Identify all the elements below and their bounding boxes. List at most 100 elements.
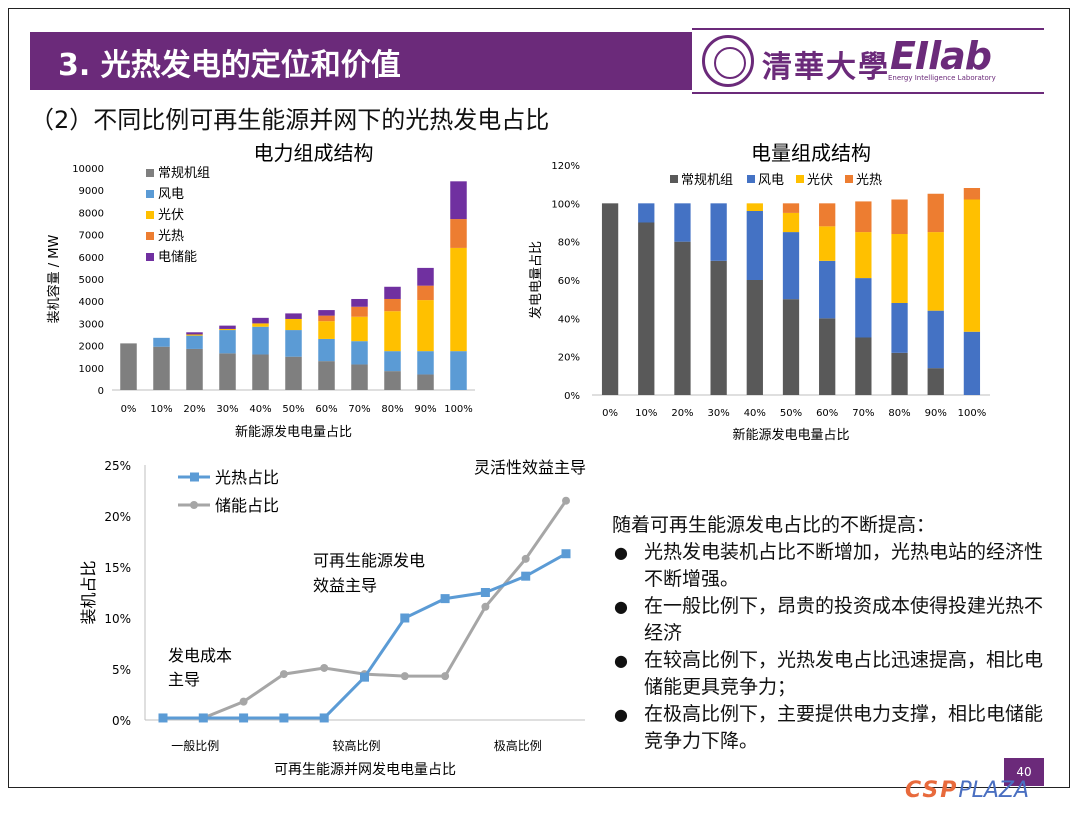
- bar-segment: [351, 306, 368, 317]
- bar-segment: [746, 280, 763, 395]
- legend-marker: [190, 472, 199, 482]
- bar-segment: [351, 341, 368, 365]
- y-tick-label: 2000: [79, 342, 104, 353]
- bar-segment: [318, 361, 335, 390]
- bar-segment: [927, 368, 944, 395]
- legend-label: 光热: [856, 173, 882, 188]
- y-axis-title: 装机容量 / MW: [46, 234, 62, 323]
- y-tick-label: 6000: [79, 253, 104, 264]
- university-logo: 清華大學: [762, 50, 890, 85]
- y-tick-label: 20%: [558, 353, 580, 364]
- title-bar: 3. 光热发电的定位和价值: [30, 32, 692, 90]
- data-point: [320, 663, 329, 672]
- x-tick-label: 90%: [925, 408, 947, 419]
- x-tick-label: 60%: [816, 408, 838, 419]
- x-tick-label: 20%: [183, 404, 205, 415]
- x-tick-label: 10%: [635, 408, 657, 419]
- annotation: 效益主导: [313, 576, 377, 595]
- bar-segment: [674, 203, 691, 242]
- bar-segment: [219, 325, 236, 329]
- data-point: [521, 554, 530, 563]
- y-tick-label: 7000: [79, 231, 104, 242]
- x-tick-label: 90%: [414, 404, 436, 415]
- legend-swatch: [146, 190, 154, 198]
- bar-segment: [186, 348, 203, 390]
- legend-swatch: [796, 175, 804, 183]
- bar-segment: [782, 212, 800, 233]
- bar-segment: [318, 310, 335, 316]
- bar-segment: [219, 328, 236, 331]
- y-tick-label: 60%: [558, 276, 580, 287]
- annotation: 主导: [168, 670, 200, 689]
- bar-segment: [927, 232, 944, 311]
- bar-segment: [318, 315, 335, 322]
- x-axis-title: 新能源发电电量占比: [732, 427, 849, 443]
- legend-label: 常规机组: [158, 166, 210, 181]
- bar-segment: [285, 330, 302, 357]
- y-tick-label: 120%: [551, 161, 580, 172]
- bar-segment: [927, 193, 944, 233]
- bar-segment: [450, 247, 467, 352]
- bullet-item: 光热发电装机占比不断增加，光热电站的经济性不断增强。: [612, 539, 1052, 593]
- slide-frame: [8, 8, 1070, 788]
- data-point: [400, 613, 410, 623]
- bar-segment: [601, 203, 619, 395]
- data-point: [279, 670, 288, 679]
- bar-segment: [782, 203, 800, 213]
- legend-marker: [190, 501, 198, 509]
- bar-segment: [450, 181, 467, 220]
- x-tick-label: 70%: [852, 408, 874, 419]
- bar-segment: [819, 226, 836, 261]
- bar-segment: [351, 364, 368, 390]
- bar-segment: [855, 337, 872, 395]
- bar-segment: [638, 222, 655, 395]
- y-axis-title: 发电电量占比: [528, 241, 544, 319]
- x-tick-label: 100%: [444, 404, 473, 415]
- x-tick-label: 0%: [121, 404, 137, 415]
- legend-swatch: [146, 169, 154, 177]
- legend-swatch: [146, 211, 154, 219]
- bar-segment: [219, 330, 236, 354]
- x-tick-label: 50%: [780, 408, 802, 419]
- x-tick-label: 70%: [348, 404, 370, 415]
- lab-logo-subtitle: Energy Intelligence Laboratory: [888, 74, 996, 82]
- y-tick-label: 0%: [564, 391, 580, 402]
- bar-segment: [384, 298, 401, 312]
- bar-segment: [252, 326, 269, 355]
- bar-segment: [186, 335, 203, 349]
- bar-segment: [417, 300, 434, 352]
- y-tick-label: 0: [98, 386, 104, 397]
- bar-segment: [120, 343, 137, 390]
- legend-swatch: [845, 175, 853, 183]
- legend-swatch: [670, 175, 678, 183]
- y-tick-label: 100%: [551, 199, 580, 210]
- logo-area: 清華大學 EIlab Energy Intelligence Laborator…: [692, 28, 1044, 94]
- data-point: [561, 549, 571, 559]
- bar-segment: [252, 317, 269, 324]
- slide-subtitle: （2）不同比例可再生能源并网下的光热发电占比: [30, 106, 550, 134]
- watermark: CSPPLAZA: [905, 778, 1029, 803]
- x-tick-label: 10%: [150, 404, 172, 415]
- legend-label: 光热: [158, 229, 184, 244]
- bar-segment: [746, 203, 763, 211]
- bullet-item: 在极高比例下，主要提供电力支撑，相比电储能竞争力下降。: [612, 701, 1052, 755]
- annotation: 可再生能源发电: [313, 551, 425, 570]
- x-tick-label: 极高比例: [494, 738, 542, 753]
- x-tick-label: 60%: [315, 404, 337, 415]
- bar-segment: [417, 285, 434, 301]
- page-number: 40: [1004, 758, 1044, 786]
- bar-segment: [186, 334, 203, 336]
- bar-segment: [186, 332, 203, 335]
- bullet-item: 在较高比例下，光热发电占比迅速提高，相比电储能更具竞争力；: [612, 647, 1052, 701]
- bar-segment: [384, 286, 401, 299]
- y-axis-title: 装机占比: [79, 560, 98, 624]
- y-tick-label: 1000: [79, 364, 104, 375]
- slide-title: 3. 光热发电的定位和价值: [58, 48, 401, 83]
- bar-segment: [450, 351, 467, 390]
- data-point: [441, 672, 450, 681]
- bar-segment: [963, 188, 981, 200]
- x-axis-title: 新能源发电电量占比: [235, 424, 352, 440]
- legend-swatch: [146, 232, 154, 240]
- legend-swatch: [146, 253, 154, 261]
- x-tick-label: 40%: [744, 408, 766, 419]
